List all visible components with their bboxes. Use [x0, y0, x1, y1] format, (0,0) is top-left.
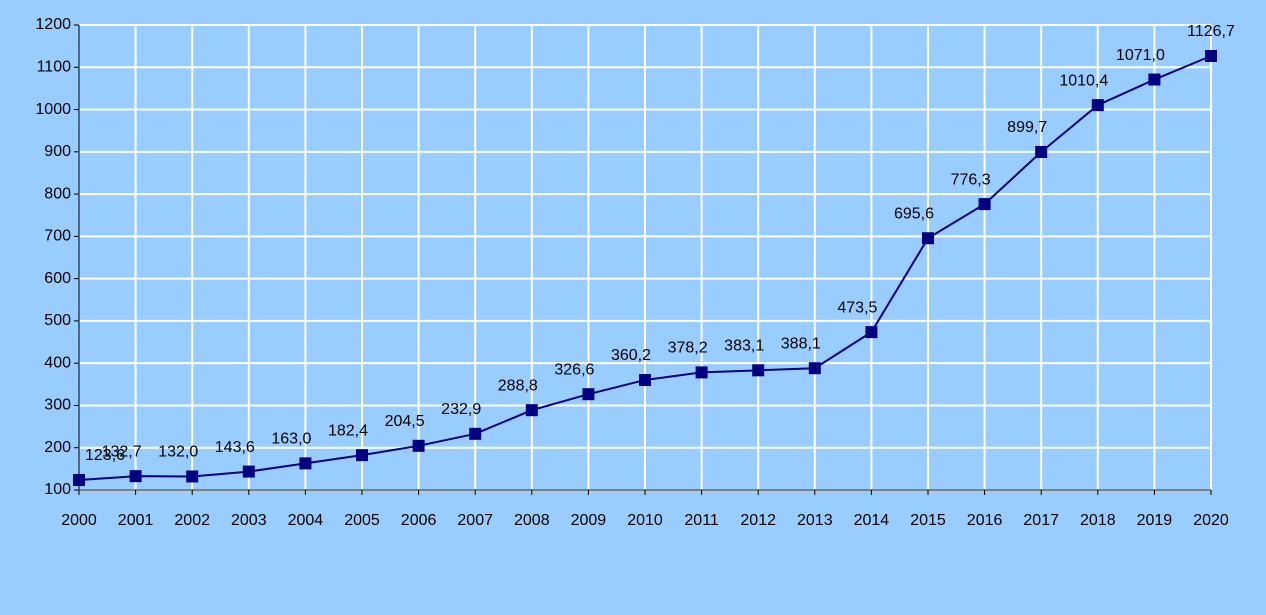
- value-label: 132,0: [158, 444, 198, 461]
- value-label: 326,6: [554, 361, 594, 378]
- marker: [582, 388, 595, 401]
- value-label: 123,6: [85, 447, 125, 464]
- y-tick-label: 900: [44, 143, 71, 160]
- x-tick-label: 2012: [740, 512, 776, 529]
- y-tick-label: 700: [44, 228, 71, 245]
- marker: [695, 366, 708, 379]
- y-tick-label: 800: [44, 185, 71, 202]
- x-tick-label: 2016: [967, 512, 1003, 529]
- value-label: 360,2: [611, 347, 651, 364]
- x-tick-label: 2013: [797, 512, 833, 529]
- x-tick-label: 2019: [1137, 512, 1173, 529]
- marker: [242, 465, 255, 478]
- marker: [1091, 99, 1104, 112]
- x-tick-label: 2008: [514, 512, 550, 529]
- marker: [1148, 73, 1161, 86]
- value-label: 288,8: [498, 377, 538, 394]
- marker: [865, 326, 878, 339]
- value-label: 899,7: [1007, 119, 1047, 136]
- marker: [299, 457, 312, 470]
- x-tick-label: 2005: [344, 512, 380, 529]
- y-tick-label: 1100: [37, 58, 72, 75]
- marker: [186, 470, 199, 483]
- x-tick-label: 2015: [910, 512, 946, 529]
- marker: [469, 427, 482, 440]
- x-tick-label: 2014: [854, 512, 890, 529]
- marker: [129, 470, 142, 483]
- value-label: 1126,7: [1187, 23, 1235, 40]
- value-label: 232,9: [441, 401, 481, 418]
- x-tick-label: 2002: [174, 512, 210, 529]
- value-label: 473,5: [837, 299, 877, 316]
- marker: [808, 362, 821, 375]
- y-tick-label: 1200: [35, 16, 71, 33]
- value-label: 1071,0: [1116, 47, 1165, 64]
- value-label: 776,3: [951, 171, 991, 188]
- marker: [525, 404, 538, 417]
- marker: [412, 439, 425, 452]
- y-tick-label: 500: [44, 312, 71, 329]
- x-tick-label: 2000: [61, 512, 97, 529]
- value-label: 163,0: [271, 431, 311, 448]
- value-label: 132,7: [102, 443, 142, 460]
- y-tick-label: 600: [44, 270, 71, 287]
- value-label: 695,6: [894, 205, 934, 222]
- y-tick-label: 1000: [35, 101, 71, 118]
- marker: [1205, 49, 1217, 62]
- marker: [356, 449, 368, 462]
- value-label: 182,4: [328, 422, 368, 439]
- x-tick-label: 2010: [627, 512, 663, 529]
- x-tick-label: 2003: [231, 512, 267, 529]
- value-label: 388,1: [781, 335, 821, 352]
- value-label: 1010,4: [1059, 72, 1108, 89]
- x-tick-label: 2020: [1193, 512, 1229, 529]
- value-label: 204,5: [385, 413, 425, 430]
- y-tick-label: 400: [44, 354, 71, 371]
- y-tick-label: 100: [44, 481, 71, 498]
- marker: [978, 198, 991, 211]
- x-tick-label: 2001: [118, 512, 154, 529]
- value-label: 383,1: [724, 338, 764, 355]
- marker: [752, 364, 765, 377]
- x-tick-label: 2007: [457, 512, 493, 529]
- x-tick-label: 2017: [1023, 512, 1059, 529]
- x-tick-label: 2011: [684, 512, 719, 529]
- value-label: 143,6: [215, 439, 255, 456]
- marker: [639, 374, 651, 387]
- x-tick-label: 2018: [1080, 512, 1116, 529]
- marker: [922, 232, 934, 245]
- x-tick-label: 2006: [401, 512, 437, 529]
- marker: [73, 474, 85, 487]
- marker: [1035, 145, 1048, 158]
- x-tick-label: 2004: [288, 512, 324, 529]
- y-tick-label: 200: [44, 439, 71, 456]
- value-label: 378,2: [668, 340, 708, 357]
- x-tick-label: 2009: [571, 512, 607, 529]
- y-tick-label: 300: [44, 397, 71, 414]
